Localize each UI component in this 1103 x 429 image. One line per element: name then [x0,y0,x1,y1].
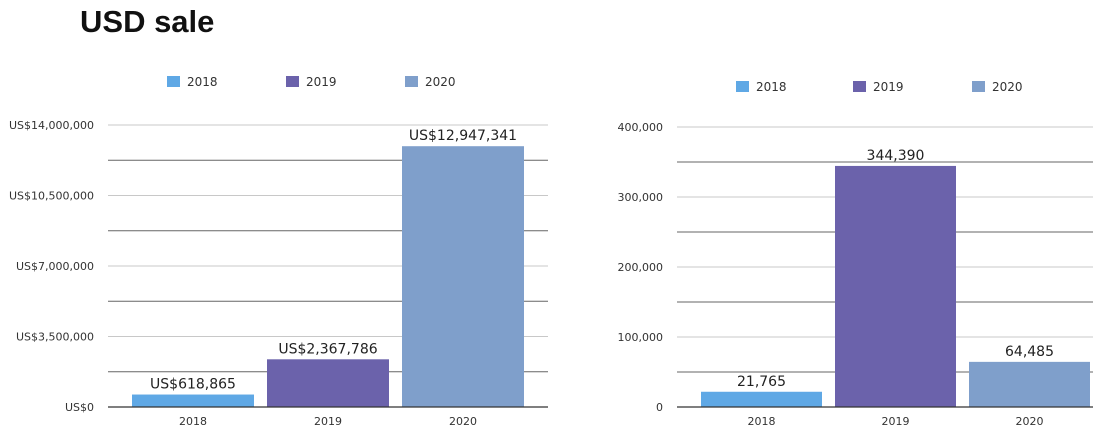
data-label-2020: 64,485 [1005,344,1054,360]
y-tick-label: 0 [656,401,663,414]
legend-label-2018: 2018 [187,75,218,89]
y-tick-label: US$0 [65,401,94,414]
y-tick-label: US$14,000,000 [9,119,94,132]
data-label-2019: US$2,367,786 [278,341,377,357]
legend-label-2019: 2019 [873,80,904,94]
data-label-2018: US$618,865 [150,377,236,393]
legend-label-2019: 2019 [306,75,337,89]
x-tick-label-2020: 2020 [1016,415,1044,428]
y-tick-label: US$3,500,000 [16,331,94,344]
legend-swatch-2020 [405,76,418,87]
legend-swatch-2019 [286,76,299,87]
bar-2018 [132,394,254,407]
legend-swatch-2020 [972,81,985,92]
units-bar-chart: 2018 2019 2020 0 100,000 200,000 300,000 400,00… [618,80,1093,428]
x-tick-label-2019: 2019 [882,415,910,428]
bar-2019 [267,359,389,407]
data-label-2019: 344,390 [867,148,925,164]
data-label-2018: 21,765 [737,374,786,390]
y-tick-label: 300,000 [618,191,664,204]
legend-label-2020: 2020 [425,75,456,89]
legend-swatch-2018 [167,76,180,87]
legend-swatch-2019 [853,81,866,92]
legend-swatch-2018 [736,81,749,92]
x-tick-label-2019: 2019 [314,415,342,428]
x-tick-label-2018: 2018 [179,415,207,428]
bar-2019 [835,165,956,407]
bar-2020 [402,146,524,407]
x-tick-label-2018: 2018 [748,415,776,428]
data-label-2020: US$12,947,341 [409,128,517,144]
x-tick-label-2020: 2020 [449,415,477,428]
legend-label-2020: 2020 [992,80,1023,94]
y-tick-label: 400,000 [618,121,664,134]
legend-label-2018: 2018 [756,80,787,94]
y-tick-label: 200,000 [618,261,664,274]
page-title: USD sale [80,4,215,39]
y-tick-label: US$10,500,000 [9,190,94,203]
usd-sale-bar-chart: 2018 2019 2020 US$0 US$3,500,000 US$7,000,000… [9,75,548,428]
bar-2018 [701,391,822,407]
bar-2020 [969,361,1090,407]
y-tick-label: 100,000 [618,331,664,344]
y-tick-label: US$7,000,000 [16,260,94,273]
